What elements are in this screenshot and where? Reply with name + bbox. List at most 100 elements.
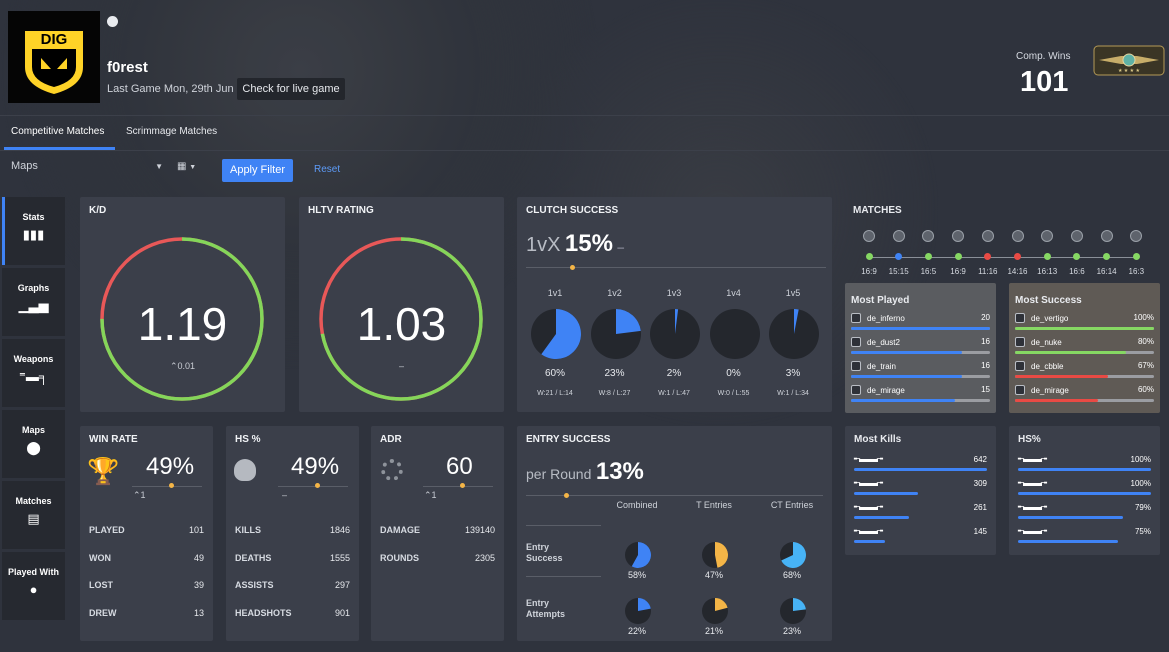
most-kills-card: Most Kills ╾▬▬╼ 642 ╾▬▬╼ 309 ╾▬▬╼ 261 ╾▬▬╼ 145 bbox=[845, 426, 996, 555]
weapon-bar-fill bbox=[1018, 516, 1124, 519]
entry-card: ENTRY SUCCESS per Round 13% Combined T En… bbox=[517, 426, 832, 641]
entry-pie bbox=[780, 542, 806, 568]
weapon-icon: ╾▬▬╼ bbox=[854, 478, 883, 489]
tab-competitive[interactable]: Competitive Matches bbox=[11, 126, 105, 137]
hltv-card: HLTV RATING 1.03 – bbox=[299, 197, 504, 412]
weapon-value: 100% bbox=[1130, 479, 1151, 488]
sidebar-item-maps[interactable]: Maps ⬤ bbox=[2, 410, 65, 478]
match-result-dot[interactable] bbox=[895, 253, 903, 260]
player-name: f0rest bbox=[107, 59, 148, 76]
comp-wins-value: 101 bbox=[1020, 66, 1069, 98]
list-icon: ▤ bbox=[27, 511, 40, 526]
entry-pie-slice bbox=[631, 542, 651, 568]
clutch-pie bbox=[531, 309, 581, 359]
svg-text:DIG: DIG bbox=[41, 31, 68, 48]
map-value: 20 bbox=[981, 313, 990, 322]
clutch-pie bbox=[709, 309, 760, 359]
up-arrow-icon: ⌃ bbox=[424, 490, 432, 500]
entry-dot bbox=[564, 493, 569, 498]
weapon-icon: ╾▬▬╼ bbox=[854, 526, 883, 537]
stat-label: HEADSHOTS bbox=[235, 607, 292, 618]
stat-label: DEATHS bbox=[235, 552, 272, 563]
map-icon[interactable] bbox=[1041, 230, 1054, 242]
live-game-button[interactable]: Check for live game bbox=[237, 78, 345, 100]
hltv-gauge bbox=[319, 237, 483, 401]
maps-select-label: Maps bbox=[11, 160, 38, 172]
map-icon bbox=[851, 313, 861, 323]
stat-row: PLAYED 101 bbox=[89, 525, 204, 535]
map-icon[interactable] bbox=[1130, 230, 1143, 242]
entry-pie bbox=[702, 598, 728, 624]
map-icon bbox=[1015, 313, 1025, 323]
map-value: 60% bbox=[1137, 385, 1154, 394]
dignitas-logo-icon: DIG bbox=[25, 31, 83, 94]
kd-card: K/D 1.19 ⌃0.01 bbox=[80, 197, 285, 412]
stat-row: ROUNDS 2305 bbox=[380, 553, 495, 563]
match-result-dot[interactable] bbox=[865, 253, 873, 260]
map-icon bbox=[851, 361, 861, 371]
entry-pie-slice bbox=[781, 542, 806, 568]
weapon-bar-fill bbox=[1018, 492, 1151, 495]
most-success-title: Most Success bbox=[1015, 295, 1082, 306]
weapon-value: 75% bbox=[1134, 527, 1151, 536]
hs-delta: – bbox=[282, 490, 288, 500]
map-name: de_mirage bbox=[1031, 386, 1069, 395]
maps-select[interactable]: Maps ▼ bbox=[11, 160, 163, 180]
match-result-dot[interactable] bbox=[1043, 253, 1051, 260]
up-arrow-icon: ⌃ bbox=[133, 490, 141, 500]
weapon-bar-fill bbox=[854, 468, 987, 471]
match-result-dot[interactable] bbox=[1073, 253, 1081, 260]
clutch-wl: W:21 / L:14 bbox=[537, 390, 573, 397]
sidebar-item-played-with[interactable]: Played With ● bbox=[2, 552, 65, 620]
date-picker[interactable]: ▦ ▼ bbox=[177, 161, 196, 172]
map-bar-fill bbox=[851, 375, 963, 378]
steam-icon[interactable] bbox=[107, 16, 118, 27]
match-score: 16:3 bbox=[1128, 267, 1145, 276]
map-bar-fill bbox=[851, 327, 990, 330]
match-result-dot[interactable] bbox=[954, 253, 962, 260]
sidebar-item-matches[interactable]: Matches ▤ bbox=[2, 481, 65, 549]
stat-value: 1846 bbox=[329, 525, 350, 535]
clutch-pct: 0% bbox=[726, 368, 741, 379]
sidebar-item-weapons[interactable]: Weapons ⁼▬╕ bbox=[2, 339, 65, 407]
tab-scrimmage[interactable]: Scrimmage Matches bbox=[126, 126, 218, 137]
match-result-dot[interactable] bbox=[924, 253, 932, 260]
map-icon[interactable] bbox=[922, 230, 935, 242]
match-score: 11:16 bbox=[978, 267, 998, 276]
map-value: 15 bbox=[981, 385, 990, 394]
entry-pct: 68% bbox=[782, 570, 801, 580]
match-result-dot[interactable] bbox=[1132, 253, 1140, 260]
map-icon[interactable] bbox=[952, 230, 965, 242]
adr-card: ADR 60 ⌃1 DAMAGE 139140 ROUNDS 2305 bbox=[371, 426, 504, 641]
headshot-icon bbox=[234, 459, 256, 481]
reset-button[interactable]: Reset bbox=[314, 164, 341, 175]
apply-filter-button[interactable]: Apply Filter bbox=[222, 159, 293, 182]
match-result-dot[interactable] bbox=[984, 253, 992, 260]
clutch-label: 1v5 bbox=[785, 288, 801, 298]
entry-pct: 47% bbox=[704, 570, 723, 580]
map-icon[interactable] bbox=[1011, 230, 1024, 242]
sidebar-item-stats[interactable]: Stats ▮▮▮ bbox=[2, 197, 65, 265]
stat-row: DREW 13 bbox=[89, 608, 204, 618]
match-result-dot[interactable] bbox=[1103, 253, 1111, 260]
stat-label: LOST bbox=[89, 580, 113, 590]
entry-pie-slice bbox=[793, 598, 806, 611]
hltv-value: 1.03 bbox=[356, 298, 447, 350]
clutch-pie bbox=[590, 309, 641, 359]
entry-pct: 23% bbox=[782, 626, 801, 636]
timeline-line bbox=[869, 257, 1136, 258]
sidebar-item-graphs[interactable]: Graphs ▁▃▅ bbox=[2, 268, 65, 336]
clutch-wl: W:1 / L:47 bbox=[658, 390, 690, 397]
stat-value: 2305 bbox=[474, 552, 495, 563]
map-icon[interactable] bbox=[892, 230, 905, 242]
map-icon[interactable] bbox=[1070, 230, 1083, 242]
map-icon[interactable] bbox=[981, 230, 994, 242]
adr-delta: ⌃1 bbox=[424, 490, 437, 500]
map-icon[interactable] bbox=[1100, 230, 1113, 242]
map-icon[interactable] bbox=[863, 230, 875, 242]
clutch-label: 1v2 bbox=[607, 288, 622, 298]
match-result-dot[interactable] bbox=[1014, 253, 1021, 260]
chevron-down-icon: ▼ bbox=[155, 162, 163, 171]
map-bar-fill bbox=[1015, 375, 1109, 378]
map-name: de_inferno bbox=[867, 314, 905, 323]
